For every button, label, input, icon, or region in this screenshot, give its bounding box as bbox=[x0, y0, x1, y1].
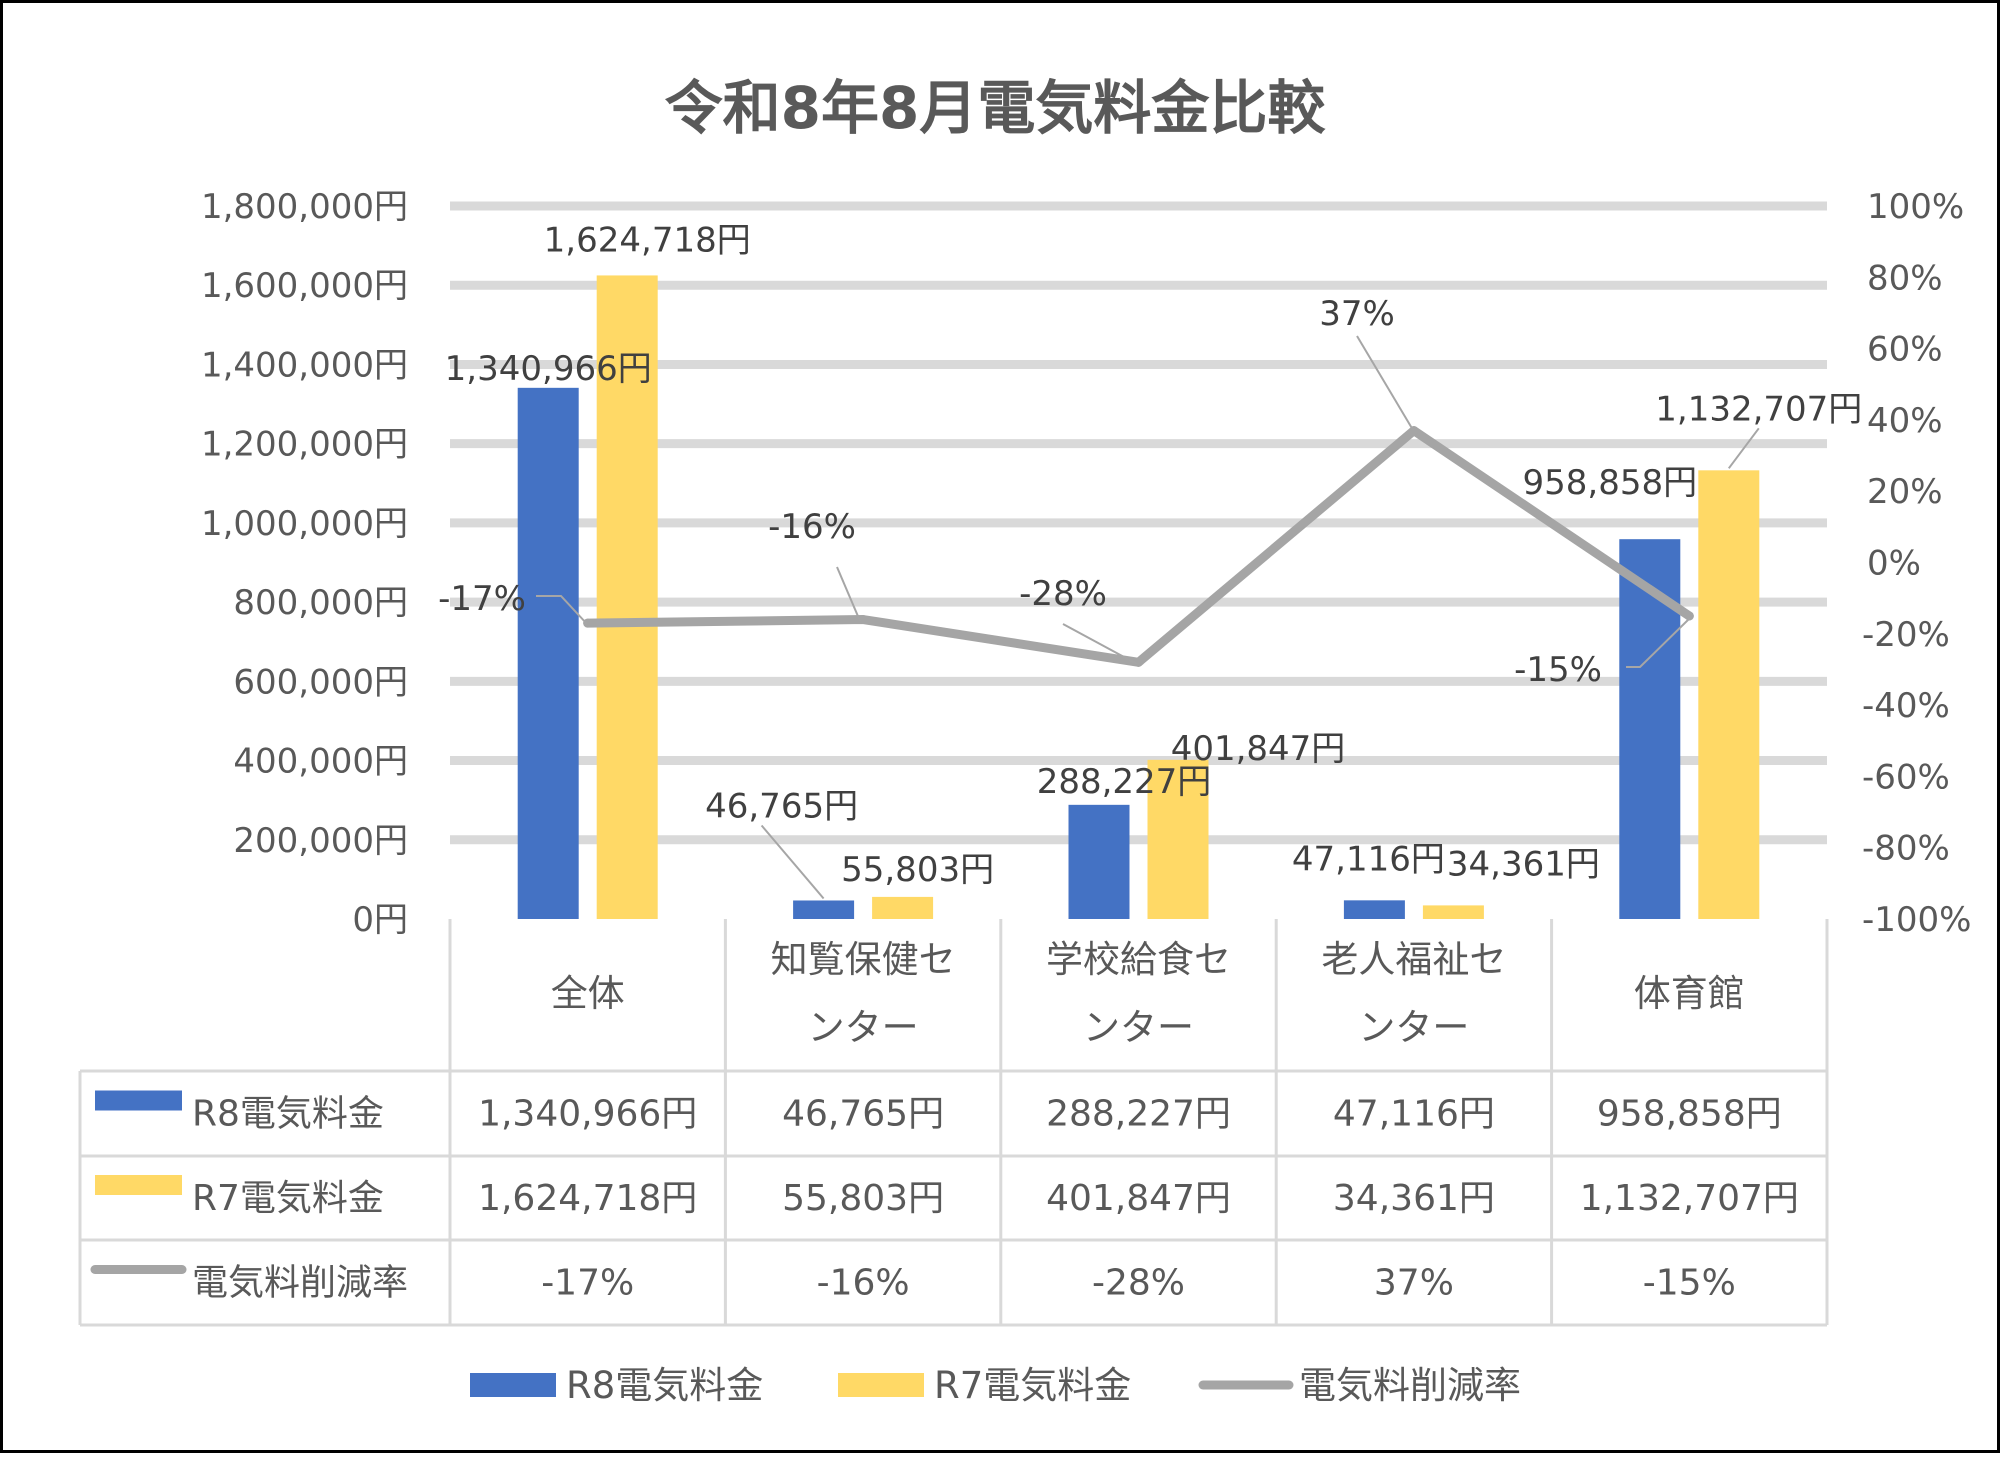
y-left-tick-label: 1,000,000円 bbox=[201, 504, 408, 544]
table-cell: 37% bbox=[1374, 1263, 1454, 1304]
category-label: 知覧保健セ bbox=[771, 938, 956, 981]
line-point bbox=[1684, 611, 1694, 621]
y-left-tick-label: 1,400,000円 bbox=[201, 345, 408, 385]
bar bbox=[793, 900, 855, 919]
line-point bbox=[583, 618, 593, 628]
table-cell: -16% bbox=[817, 1263, 910, 1304]
bar-data-label: 47,116円 bbox=[1292, 839, 1445, 879]
bar-data-label: 55,803円 bbox=[841, 850, 994, 890]
label-leader-line bbox=[1062, 623, 1138, 665]
y-right-tick-label: -60% bbox=[1862, 757, 1950, 797]
y-left-tick-label: 0円 bbox=[352, 900, 408, 940]
table-legend-key bbox=[95, 1090, 182, 1111]
bar bbox=[872, 896, 934, 919]
label-leader-line bbox=[760, 824, 825, 900]
y-left-tick-label: 1,600,000円 bbox=[201, 266, 408, 306]
table-cell: 34,361円 bbox=[1333, 1178, 1495, 1219]
legend-key bbox=[838, 1373, 924, 1397]
bar-data-label: 401,847円 bbox=[1171, 729, 1346, 769]
table-series-name: R7電気料金 bbox=[192, 1178, 384, 1219]
bar-data-label: 1,340,966円 bbox=[445, 349, 652, 389]
y-right-tick-label: 20% bbox=[1867, 472, 1943, 512]
table-cell: 46,765円 bbox=[782, 1094, 944, 1135]
bar bbox=[1147, 759, 1209, 919]
table-cell: 47,116円 bbox=[1333, 1094, 1495, 1135]
table-legend-key bbox=[95, 1175, 182, 1195]
bar-data-label: 958,858円 bbox=[1522, 463, 1697, 503]
y-right-tick-label: 100% bbox=[1867, 187, 1964, 227]
legend-label: 電気料削減率 bbox=[1299, 1364, 1521, 1407]
table-cell: -17% bbox=[541, 1263, 634, 1304]
y-right-tick-label: 80% bbox=[1867, 258, 1943, 298]
line-data-label: -16% bbox=[768, 507, 856, 547]
bar-data-label: 1,132,707円 bbox=[1655, 389, 1862, 429]
bar-data-label: 288,227円 bbox=[1037, 762, 1212, 802]
bar bbox=[1422, 905, 1484, 919]
category-label: 老人福祉セ bbox=[1321, 938, 1506, 981]
y-right-tick-label: 60% bbox=[1867, 330, 1943, 370]
category-label: ンター bbox=[1083, 1006, 1194, 1049]
category-label: 学校給食セ bbox=[1046, 938, 1231, 981]
table-cell: -15% bbox=[1643, 1263, 1736, 1304]
category-label: ンター bbox=[808, 1006, 919, 1049]
chart-title: 令和8年8月電気料金比較 bbox=[665, 74, 1327, 142]
y-left-tick-label: 800,000円 bbox=[233, 583, 408, 623]
table-cell: 1,132,707円 bbox=[1580, 1178, 1799, 1219]
legend-label: R7電気料金 bbox=[934, 1364, 1131, 1407]
y-right-tick-label: -80% bbox=[1862, 829, 1950, 869]
table-cell: 288,227円 bbox=[1046, 1094, 1231, 1135]
line-point bbox=[858, 615, 868, 625]
legend-label: R8電気料金 bbox=[566, 1364, 763, 1407]
y-right-tick-label: 40% bbox=[1867, 401, 1943, 441]
legend-key bbox=[470, 1373, 556, 1397]
label-leader-line bbox=[1626, 617, 1691, 668]
bar bbox=[596, 275, 658, 919]
category-label: 体育館 bbox=[1634, 972, 1745, 1015]
table-cell: 1,340,966円 bbox=[478, 1094, 697, 1135]
table-series-name: R8電気料金 bbox=[192, 1094, 384, 1135]
y-left-tick-label: 400,000円 bbox=[233, 742, 408, 782]
y-left-tick-label: 1,800,000円 bbox=[201, 187, 408, 227]
bar-data-label: 1,624,718円 bbox=[544, 220, 751, 260]
bar bbox=[517, 387, 579, 919]
y-right-tick-label: -40% bbox=[1862, 686, 1950, 726]
label-leader-line bbox=[1728, 427, 1760, 469]
line-data-label: -28% bbox=[1019, 574, 1107, 614]
label-leader-line bbox=[836, 566, 861, 622]
bar bbox=[1343, 900, 1405, 919]
bar bbox=[1619, 539, 1681, 919]
label-leader-line bbox=[536, 595, 588, 625]
y-right-tick-label: -20% bbox=[1862, 615, 1950, 655]
category-label: 全体 bbox=[551, 972, 625, 1015]
bar-data-label: 34,361円 bbox=[1447, 844, 1600, 884]
table-cell: 958,858円 bbox=[1597, 1094, 1782, 1135]
line-data-label: 37% bbox=[1319, 294, 1395, 334]
bar bbox=[1068, 804, 1130, 919]
table-cell: -28% bbox=[1092, 1263, 1185, 1304]
line-data-label: -17% bbox=[438, 579, 526, 619]
y-right-tick-label: -100% bbox=[1862, 900, 1971, 940]
table-series-name: 電気料削減率 bbox=[192, 1263, 408, 1304]
y-left-tick-label: 1,200,000円 bbox=[201, 425, 408, 465]
y-left-tick-label: 200,000円 bbox=[233, 821, 408, 861]
y-left-tick-label: 600,000円 bbox=[233, 662, 408, 702]
table-cell: 401,847円 bbox=[1046, 1178, 1231, 1219]
line-data-label: -15% bbox=[1514, 650, 1602, 690]
category-label: ンター bbox=[1358, 1006, 1469, 1049]
y-right-tick-label: 0% bbox=[1867, 544, 1921, 584]
table-cell: 1,624,718円 bbox=[478, 1178, 697, 1219]
label-leader-line bbox=[1356, 335, 1414, 431]
bar bbox=[1698, 470, 1760, 919]
bar-data-label: 46,765円 bbox=[705, 786, 858, 826]
table-cell: 55,803円 bbox=[782, 1178, 944, 1219]
